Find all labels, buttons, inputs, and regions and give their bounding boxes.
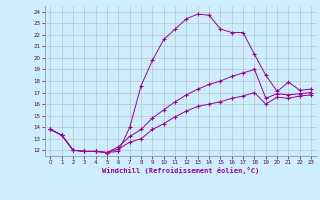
X-axis label: Windchill (Refroidissement éolien,°C): Windchill (Refroidissement éolien,°C) — [102, 167, 260, 174]
